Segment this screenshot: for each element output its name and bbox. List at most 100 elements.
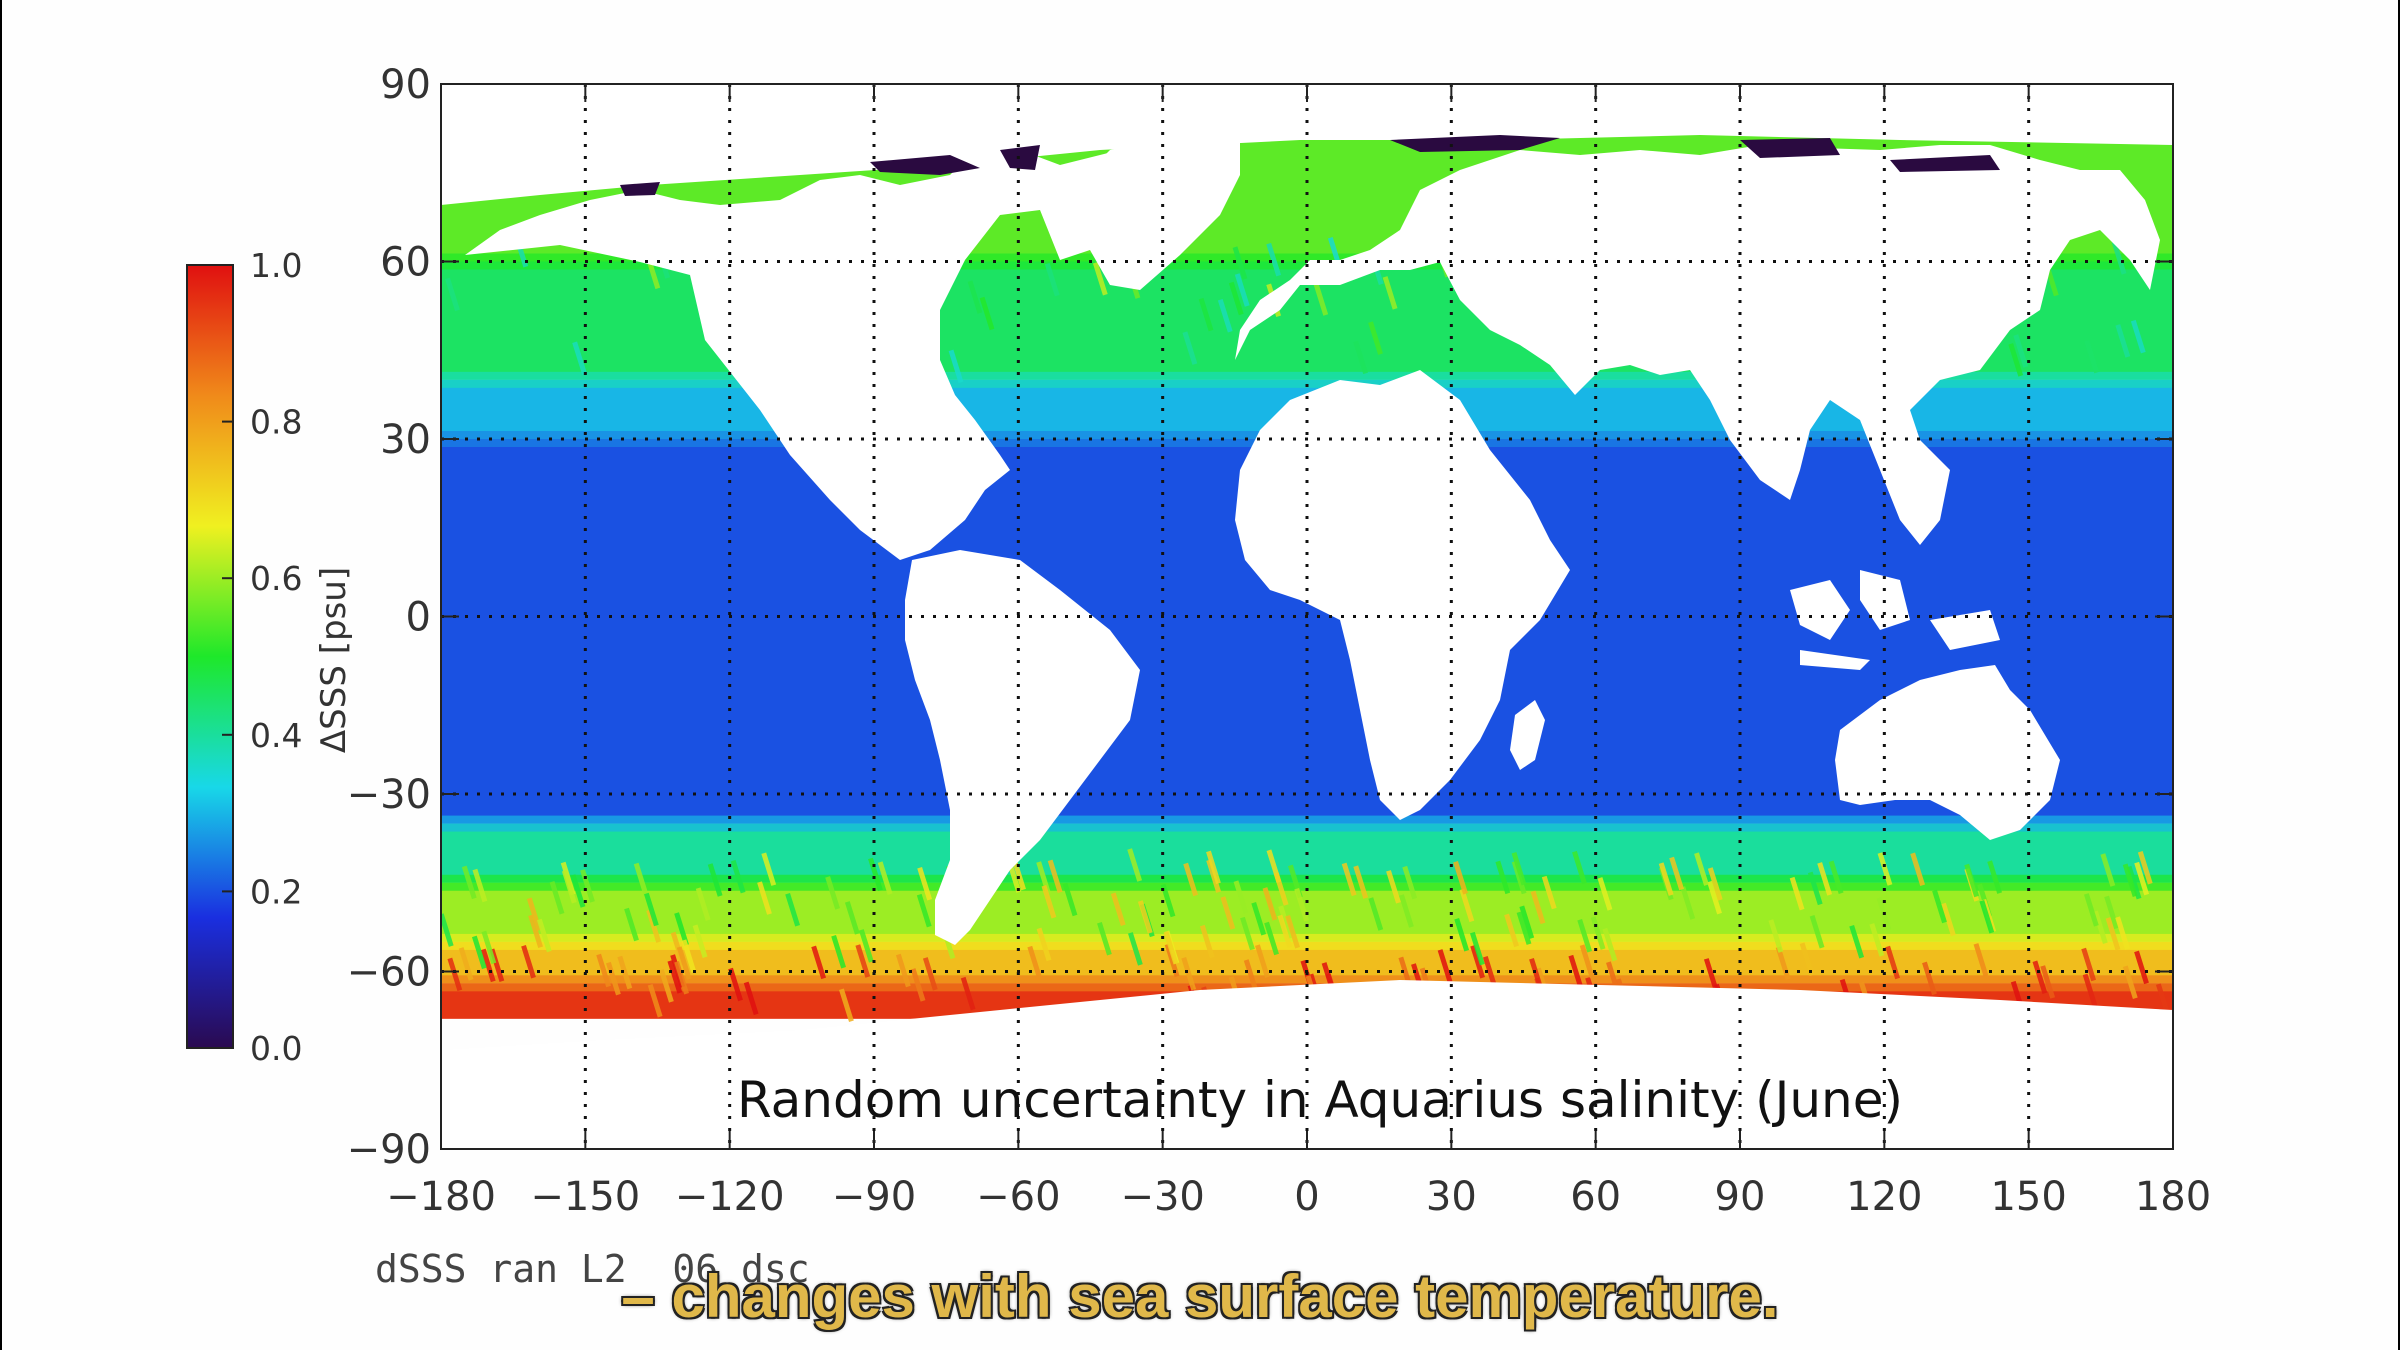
colorbar-label: ΔSSS [psu]: [314, 567, 354, 753]
streak: [667, 960, 683, 994]
streak: [2092, 910, 2108, 944]
streak: [960, 976, 976, 1011]
x-tick-label: −90: [832, 1174, 916, 1220]
streak: [1910, 852, 1926, 887]
streak: [1277, 914, 1293, 949]
streak: [1262, 887, 1278, 921]
streak: [761, 852, 777, 886]
streak: [1437, 949, 1453, 983]
streak: [895, 953, 911, 988]
streak: [674, 961, 689, 995]
streak: [1294, 887, 1310, 922]
streak: [1353, 340, 1369, 375]
map-panel: [441, 84, 2173, 1149]
streak: [1160, 883, 1176, 918]
x-tick-label: −180: [386, 1174, 496, 1220]
streak: [1470, 945, 1486, 979]
streak: [2122, 965, 2138, 1000]
streak: [1341, 862, 1357, 897]
streak: [1182, 331, 1198, 365]
streak: [2081, 947, 2097, 982]
streak: [528, 914, 543, 949]
streak: [1243, 959, 1259, 993]
streak: [644, 892, 659, 927]
streak: [1707, 880, 1722, 915]
streak: [1092, 262, 1108, 296]
streak: [785, 892, 800, 927]
streak: [1932, 889, 1947, 924]
x-tick-label: 90: [1715, 1174, 1766, 1220]
colorbar-tick-label: 0.4: [250, 716, 302, 755]
streak: [2130, 319, 2146, 354]
streak: [1817, 862, 1833, 896]
streak: [2008, 343, 2024, 377]
streak: [1694, 852, 1709, 886]
streak: [917, 866, 933, 901]
streak: [1041, 885, 1057, 919]
colorbar-tick-label: 0.2: [250, 872, 302, 911]
streak: [916, 893, 932, 928]
footer-label: dSSS ran L2 06 dsc: [375, 1247, 810, 1291]
streak: [1941, 902, 1956, 937]
y-tick-label: −90: [347, 1127, 431, 1173]
map-title: Random uncertainty in Aquarius salinity …: [737, 1071, 1903, 1129]
streak: [1885, 945, 1901, 980]
landmasses: [441, 84, 2173, 1149]
x-tick-label: −30: [1120, 1174, 1204, 1220]
x-tick-label: 0: [1294, 1174, 1319, 1220]
streak: [447, 957, 463, 992]
streak: [1044, 262, 1060, 297]
streak: [1217, 299, 1233, 333]
x-tick-label: 120: [1846, 1174, 1922, 1220]
streak: [445, 277, 460, 312]
streak: [481, 930, 497, 965]
streak: [1809, 915, 1825, 949]
streak: [1516, 911, 1532, 945]
video-caption: – changes with sea surface temperature.: [621, 1263, 1779, 1330]
streak: [1036, 927, 1052, 962]
streak: [1234, 273, 1250, 307]
streak: [1658, 862, 1674, 896]
streak: [1278, 905, 1294, 939]
streak: [2105, 917, 2121, 951]
streak: [1206, 850, 1221, 885]
streak: [757, 881, 772, 915]
streak: [561, 869, 577, 904]
streak: [2083, 893, 2099, 927]
land-north-america: [465, 135, 1240, 560]
streak: [1110, 892, 1126, 926]
streak: [1198, 297, 1214, 332]
x-tick-label: 30: [1426, 1174, 1477, 1220]
colorbar-tick-label: 0.8: [250, 403, 302, 442]
streak: [1264, 921, 1279, 956]
streak: [1273, 872, 1289, 906]
streak: [1572, 850, 1587, 885]
streak: [831, 935, 846, 969]
streak: [1027, 945, 1043, 980]
streak: [1313, 282, 1329, 316]
streak: [1062, 882, 1078, 917]
streak: [1964, 863, 1980, 898]
streak: [1922, 961, 1937, 996]
streak: [1232, 246, 1248, 280]
streak: [1568, 954, 1584, 989]
streak: [1240, 916, 1255, 951]
x-tick-label: 180: [2135, 1174, 2211, 1220]
streak: [1768, 919, 1784, 953]
streak: [868, 857, 883, 892]
streak: [1504, 913, 1519, 948]
streak: [1183, 862, 1199, 897]
streak: [743, 981, 759, 1016]
streak: [633, 862, 649, 897]
streak: [2111, 241, 2127, 275]
streak: [948, 349, 964, 384]
streak: [979, 296, 995, 331]
streak: [1828, 860, 1844, 894]
land-africa: [1235, 370, 1570, 820]
x-tick-label: −60: [976, 1174, 1060, 1220]
streak: [967, 280, 983, 314]
streak: [692, 924, 708, 959]
colorbar-tick-label: 1.0: [250, 246, 302, 285]
streak: [681, 939, 697, 973]
x-tick-label: 60: [1570, 1174, 1621, 1220]
